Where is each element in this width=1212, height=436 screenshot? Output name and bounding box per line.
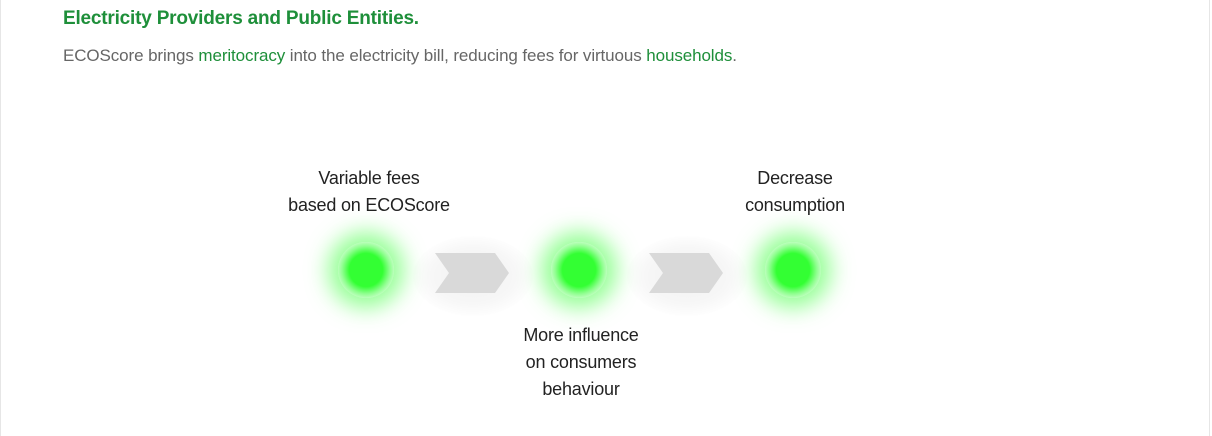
step-3-label: Decrease consumption (745, 168, 845, 215)
intro-text-part1: ECOScore brings (63, 46, 199, 65)
intro-text-part2: into the electricity bill, reducing fees… (285, 46, 647, 65)
arrow-2-chevron-icon (649, 253, 723, 293)
step-3-node-icon (765, 242, 821, 298)
intro-text-part3: . (732, 46, 737, 65)
step-1-label: Variable fees based on ECOScore (288, 168, 450, 215)
page-title: Electricity Providers and Public Entitie… (63, 8, 419, 29)
intro-text: ECOScore brings meritocracy into the ele… (63, 46, 737, 66)
step-2-label: More influence on consumers behaviour (523, 325, 639, 399)
step-2-node-icon (551, 242, 607, 298)
intro-highlight-meritocracy: meritocracy (198, 46, 286, 65)
arrow-1-chevron-icon (435, 253, 509, 293)
step-1-node-icon (338, 242, 394, 298)
intro-highlight-households: households (646, 46, 733, 65)
